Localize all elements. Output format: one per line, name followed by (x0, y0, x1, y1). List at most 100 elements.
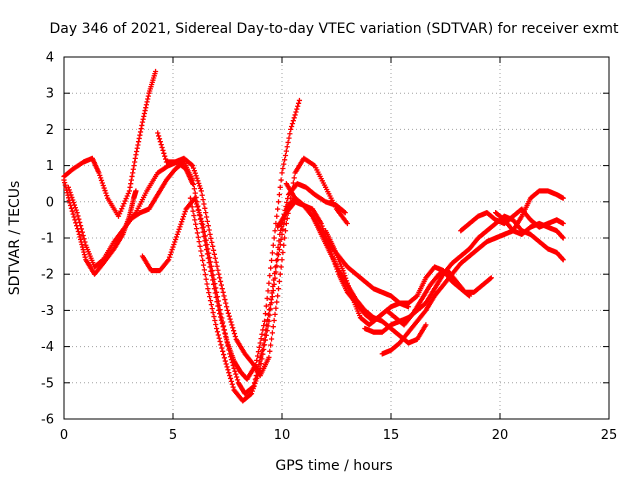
data-point (218, 342, 224, 348)
data-point (226, 313, 232, 319)
data-point (217, 307, 223, 313)
data-point (269, 294, 276, 300)
data-point (254, 353, 261, 359)
data-point (199, 218, 205, 224)
data-point (228, 378, 235, 384)
data-point (252, 380, 258, 387)
data-point (229, 381, 235, 387)
data-point (559, 256, 566, 262)
data-point (279, 231, 285, 237)
data-point (77, 236, 84, 243)
data-point (179, 219, 185, 225)
data-point (267, 348, 273, 354)
data-point (222, 296, 228, 303)
data-point (255, 370, 262, 376)
data-point (159, 144, 165, 151)
data-point (182, 208, 188, 215)
data-point (216, 271, 222, 277)
data-point (272, 228, 278, 234)
data-point (224, 304, 230, 310)
data-point (130, 170, 136, 176)
data-point (208, 302, 214, 308)
data-point (79, 241, 85, 248)
data-point (263, 332, 269, 338)
data-point (277, 184, 283, 190)
data-point (139, 119, 146, 125)
data-point (261, 342, 268, 348)
data-point (231, 330, 238, 337)
data-point (261, 318, 268, 324)
data-point (268, 300, 275, 306)
data-point (273, 305, 279, 311)
data-point (292, 112, 298, 118)
data-point (227, 316, 233, 322)
y-tick-label: -2 (41, 268, 54, 283)
data-point (187, 195, 194, 201)
data-point (174, 231, 180, 237)
data-point (217, 278, 224, 285)
data-point (194, 204, 201, 210)
data-point (220, 323, 227, 329)
series-track-b (61, 177, 139, 277)
data-point (347, 288, 353, 294)
data-point (193, 198, 199, 204)
data-point (222, 331, 228, 337)
data-point (260, 351, 266, 357)
data-point (76, 231, 82, 237)
data-point (80, 246, 86, 253)
axis-ticks: 0 5 10 15 20 25 -6 -5 -4 -3 -2 -1 0 1 2 3 4 (41, 51, 617, 444)
data-point (204, 281, 210, 287)
data-point (201, 228, 207, 235)
data-point (171, 241, 177, 248)
data-point (75, 213, 81, 219)
data-point (126, 188, 132, 194)
data-point (203, 210, 209, 216)
data-point (139, 122, 145, 129)
data-point (132, 159, 138, 165)
data-point (221, 293, 227, 299)
data-point (178, 221, 184, 227)
data-point (205, 223, 211, 229)
data-point (266, 354, 272, 361)
data-point (210, 243, 216, 249)
data-point (200, 221, 206, 227)
data-point (212, 317, 218, 324)
data-point (259, 331, 265, 337)
data-point (329, 251, 335, 257)
data-point (207, 298, 214, 304)
data-point (70, 197, 76, 203)
data-point (160, 147, 166, 153)
x-tick-label: 5 (169, 428, 177, 443)
data-point (278, 264, 284, 270)
data-point (200, 262, 207, 268)
data-point (77, 234, 83, 240)
x-tick-label: 25 (601, 428, 618, 443)
data-point (220, 348, 226, 354)
data-point (191, 212, 197, 219)
data-point (196, 183, 203, 189)
data-point (193, 173, 199, 179)
data-point (145, 96, 151, 102)
data-point (203, 237, 209, 243)
data-point (81, 252, 88, 258)
data-point (227, 351, 233, 357)
x-axis-label: GPS time / hours (275, 458, 392, 474)
data-point (197, 212, 203, 219)
data-point (130, 166, 136, 172)
data-point (195, 178, 201, 184)
data-point (72, 204, 78, 211)
data-point (141, 110, 148, 117)
data-point (97, 172, 103, 178)
data-point (120, 203, 126, 209)
data-point (295, 103, 301, 109)
data-point (140, 116, 146, 122)
data-point (192, 195, 198, 201)
data-point (104, 193, 110, 199)
data-point (223, 361, 229, 367)
data-point (225, 310, 231, 316)
data-point (205, 286, 211, 292)
data-point (68, 192, 74, 198)
data-point (282, 152, 289, 159)
data-point (285, 139, 291, 146)
data-point (134, 145, 140, 151)
